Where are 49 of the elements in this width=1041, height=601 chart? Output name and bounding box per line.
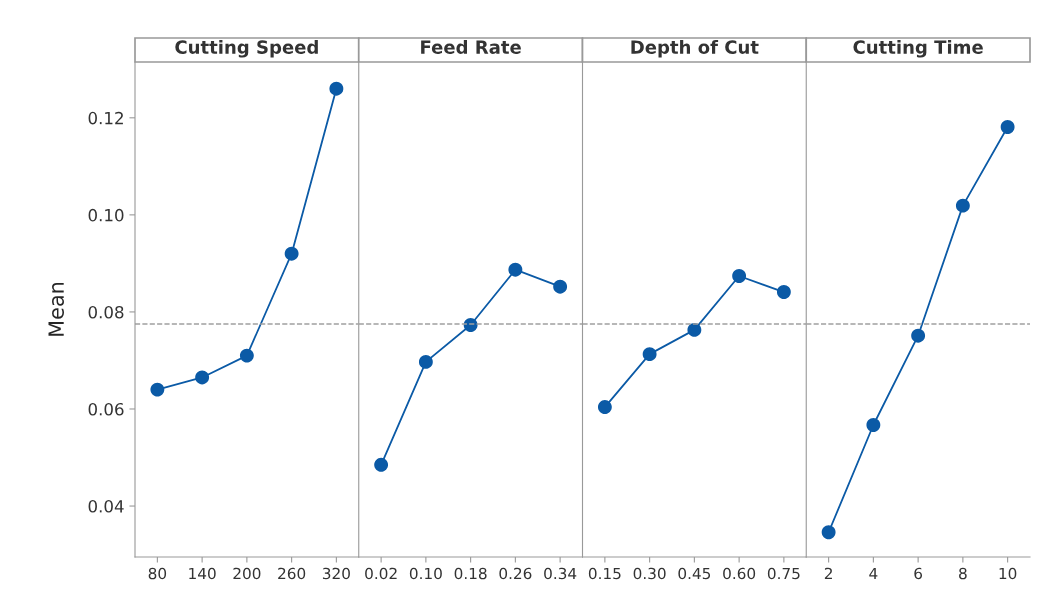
x-tick-label: 0.30 [633,567,666,580]
point [732,269,747,283]
point [597,400,612,414]
point [508,262,523,277]
x-tick-label: 0.75 [767,567,800,580]
point [239,348,254,363]
x-tick-label: 4 [869,567,878,580]
y-tick-label: 0.06 [88,402,124,416]
x-tick-label: 140 [189,567,216,580]
x-tick-label: 80 [148,567,167,580]
y-tick-label: 0.10 [88,208,124,222]
point [866,418,881,432]
point [374,457,389,472]
x-tick-label: 6 [914,567,923,580]
x-tick-label: 0.15 [588,567,621,580]
point [284,246,299,261]
x-tick-label: 0.60 [723,567,756,580]
point [553,279,568,294]
point [150,382,165,397]
point [418,354,433,369]
point [329,81,344,96]
point [821,525,836,540]
chart-title: Depth of Cut [631,39,759,58]
x-tick-label: 200 [233,567,261,580]
x-tick-label: 8 [959,567,967,580]
x-tick-label: 0.10 [409,567,442,580]
x-tick-label: 0.26 [499,567,532,580]
point [955,198,970,213]
x-tick-label: 260 [278,567,306,580]
x-tick-label: 320 [322,567,350,580]
point [642,347,657,362]
chart-title: Feed Rate [421,39,521,54]
chart-title: Cutting Time [853,39,983,58]
y-tick-label: 0.08 [88,305,124,319]
x-tick-label: 2 [824,567,832,580]
x-tick-label: 0.45 [678,567,711,580]
point [195,370,210,385]
point [776,285,791,299]
point [911,328,926,343]
x-tick-label: 10 [999,567,1017,580]
chart-title: Cutting Speed [175,39,318,58]
y-tick-label: 0.04 [88,500,124,513]
point [687,322,702,337]
x-tick-label: 0.18 [454,567,487,580]
y-tick-label: 0.12 [88,111,123,125]
point [1000,120,1015,134]
x-tick-label: 0.02 [365,567,397,580]
x-tick-label: 0.34 [544,567,577,580]
y-axis-title: Mean [48,282,64,336]
